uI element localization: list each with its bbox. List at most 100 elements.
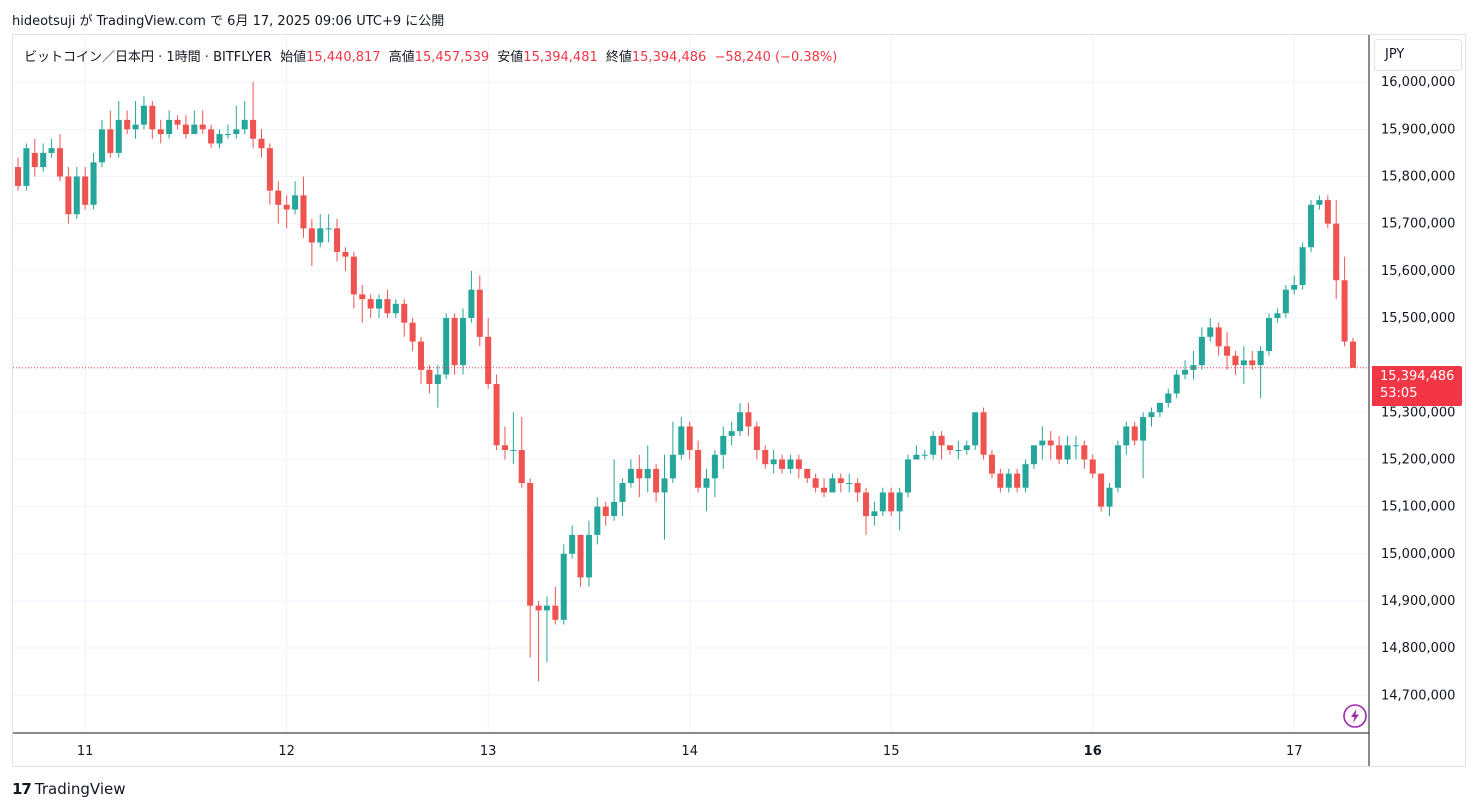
candle: [493, 374, 500, 451]
candle: [602, 501, 609, 526]
time-tick-label: 14: [681, 744, 698, 759]
candle-body: [241, 119, 248, 130]
candle: [510, 412, 517, 465]
candle-body: [409, 322, 416, 342]
candlestick-chart[interactable]: 16,000,000 15,900,000 15,800,000 15,700,000…: [13, 35, 1465, 766]
candle-body: [1307, 204, 1315, 248]
candle-body: [585, 534, 592, 578]
candle-body: [40, 152, 47, 168]
candle: [468, 270, 475, 323]
candle-body: [14, 167, 22, 186]
candle-body: [31, 152, 38, 168]
candle-body: [1266, 317, 1273, 351]
candle-body: [787, 459, 794, 469]
candle-body: [594, 506, 601, 535]
tradingview-logo[interactable]: 17 TradingView: [12, 780, 126, 798]
candle-body: [56, 148, 64, 177]
candle-body: [1123, 426, 1130, 446]
candle: [342, 247, 349, 271]
price-tick-label: 15,600,000: [1381, 264, 1455, 279]
candle-body: [98, 129, 105, 163]
legend-low: 15,394,481: [523, 50, 598, 65]
candle-body: [275, 190, 282, 205]
price-tick-label: 15,000,000: [1381, 547, 1455, 562]
candle: [392, 299, 399, 318]
candle-body: [1005, 473, 1012, 488]
chart-frame[interactable]: 16,000,000 15,900,000 15,800,000 15,700,000…: [12, 34, 1466, 767]
candle: [132, 101, 139, 139]
candle-body: [359, 294, 366, 300]
candle-body: [233, 129, 240, 135]
candle-body: [695, 450, 702, 488]
candle: [812, 473, 819, 493]
legend-close: 15,394,486: [631, 50, 707, 65]
price-tick-label: 15,700,000: [1381, 217, 1455, 232]
candle: [334, 218, 341, 262]
candle-body: [946, 445, 954, 451]
candle-body: [711, 454, 718, 479]
candle: [23, 143, 30, 191]
candle-body: [199, 124, 206, 130]
legend-high-label: 高値: [388, 50, 415, 65]
candle-body: [753, 426, 760, 451]
candle-body: [669, 454, 676, 479]
candle: [770, 450, 777, 474]
time-axis: 11 12 13 14 15 16 17: [77, 744, 1303, 759]
price-tick-label: 16,000,000: [1381, 75, 1455, 90]
candle-body: [468, 289, 475, 318]
candle-body: [644, 468, 651, 479]
candle: [518, 417, 525, 488]
candle: [997, 468, 1004, 493]
candle: [107, 110, 114, 158]
legend-low-label: 安値: [497, 50, 524, 65]
candle-body: [501, 445, 509, 451]
candle-body: [1072, 445, 1079, 447]
bar-countdown: 53:05: [1380, 386, 1418, 401]
candle: [31, 138, 38, 177]
candle-body: [745, 412, 752, 427]
candle-body: [1022, 464, 1029, 488]
candle: [988, 450, 995, 479]
candle-body: [560, 553, 567, 620]
candle: [913, 445, 920, 460]
candle: [359, 284, 366, 323]
candle: [1240, 346, 1247, 384]
candle-body: [1333, 223, 1340, 281]
candle-body: [367, 299, 374, 309]
candle: [1316, 195, 1323, 210]
candle-body: [921, 454, 928, 456]
candle: [1140, 412, 1147, 479]
candle-body: [762, 450, 769, 465]
candle-body: [216, 134, 223, 144]
candle-body: [1316, 200, 1323, 205]
candle: [955, 440, 962, 460]
candle: [417, 336, 425, 384]
legend-symbol: ビットコイン／日本円 · 1時間 · BITFLYER: [24, 50, 272, 65]
candle: [611, 459, 618, 521]
candle-body: [1240, 360, 1247, 366]
candle-body: [686, 426, 693, 451]
price-tick-label: 14,800,000: [1381, 641, 1455, 656]
candle: [854, 478, 861, 502]
flash-icon[interactable]: [1342, 703, 1368, 729]
candle-body: [653, 468, 660, 493]
candle-body: [23, 148, 30, 186]
candle: [317, 214, 324, 248]
candle: [1198, 327, 1205, 370]
candle-body: [627, 468, 634, 484]
candle: [451, 313, 458, 375]
candle: [1114, 440, 1121, 493]
candle: [73, 167, 80, 219]
candle-body: [208, 129, 215, 144]
candle: [275, 181, 282, 224]
candle: [821, 478, 828, 498]
currency-button[interactable]: JPY: [1374, 39, 1462, 71]
candle-body: [1173, 374, 1180, 394]
candle-body: [317, 228, 324, 243]
candle: [1131, 421, 1138, 446]
candle-body: [703, 478, 710, 488]
candle: [837, 473, 844, 493]
candle-body: [384, 299, 391, 314]
candle-body: [149, 105, 156, 130]
candle-body: [1349, 341, 1357, 368]
